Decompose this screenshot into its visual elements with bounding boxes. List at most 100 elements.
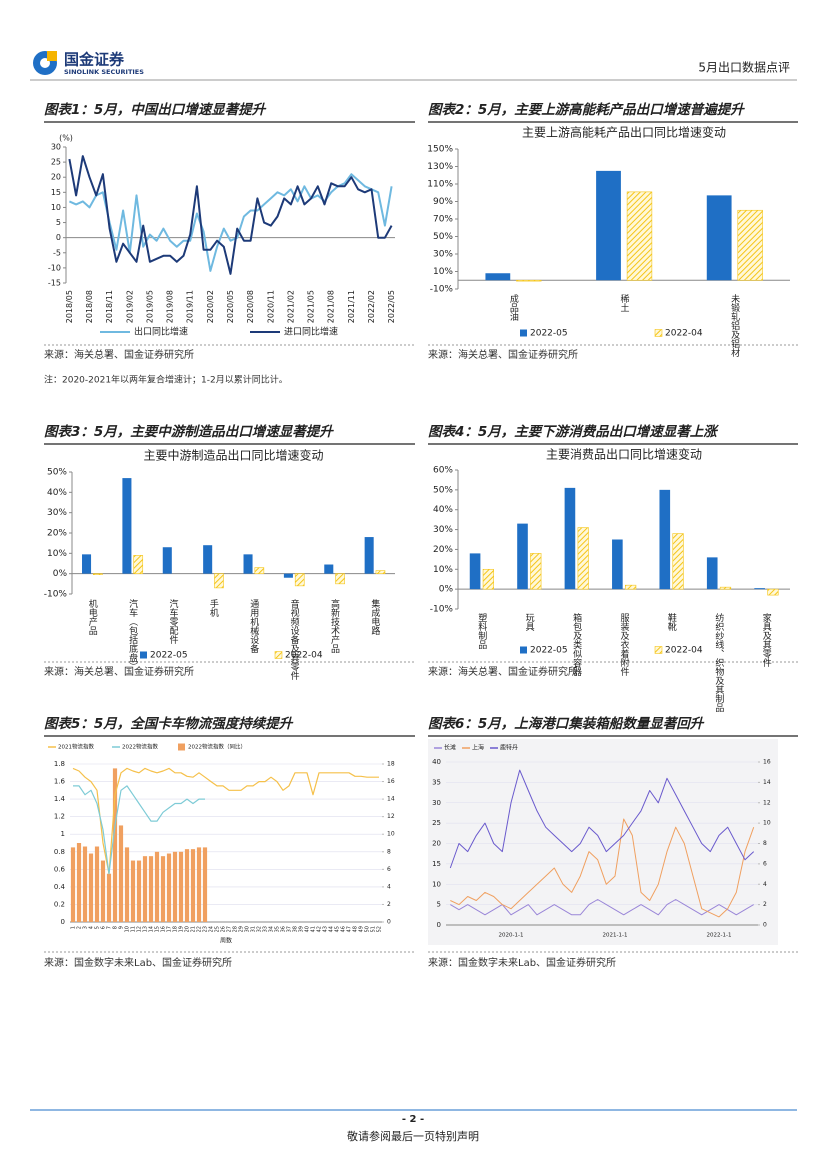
x-tick-label: 7 [107, 926, 113, 929]
y-tick-label: 40 [432, 758, 441, 766]
x-tick-label: 玩具 [524, 613, 535, 632]
x-tick-label: 42 [317, 926, 323, 932]
legend-label: 2022物流指数（同比） [188, 743, 246, 751]
brand-en: SINOLINK SECURITIES [64, 68, 144, 76]
y-tick-label: 1.8 [54, 760, 65, 768]
bar [485, 273, 511, 281]
y-tick-label: 70% [433, 215, 453, 225]
x-axis-label: 周数 [220, 937, 232, 945]
bar [94, 846, 100, 922]
x-tick-label: 2018/05 [65, 290, 74, 323]
y-tick-label: 0% [439, 585, 454, 595]
y-tick-label: 30 [51, 143, 61, 152]
bar [202, 847, 208, 922]
x-tick-label: 13 [143, 926, 149, 932]
bar [254, 567, 265, 574]
bar [243, 554, 253, 574]
x-tick-label: 27 [227, 926, 233, 932]
line [450, 818, 755, 918]
legend-item: 2022-04 [274, 651, 323, 661]
x-tick-label: 34 [269, 926, 275, 932]
x-tick-label: 1 [71, 926, 77, 929]
x-tick-label: 纺织纱线、织物及其制品 [713, 612, 724, 713]
chart: 主要消费品出口同比增速变动 -10% 0% 10% 20% 30% 40% 50% 60% 塑料制… [430, 447, 790, 713]
x-tick-label: 41 [311, 926, 317, 932]
y2-tick-label: 4 [387, 883, 391, 890]
y2-tick-label: 2 [387, 901, 391, 908]
x-tick-label: 2021/08 [327, 290, 336, 323]
y-tick-label: 15 [51, 188, 61, 197]
x-tick-label: 塑料制品 [476, 613, 487, 650]
y-tick-label: 0 [56, 233, 61, 242]
y-tick-label: -15 [48, 279, 61, 288]
bar [106, 873, 112, 922]
bar [154, 851, 160, 922]
x-tick-label: 20 [185, 926, 191, 932]
y-tick-label: -10% [430, 285, 454, 295]
chart: -15 -10 -5 0 5 10 15 20 25 30 2018/05 2018/08 2018/1… [48, 134, 396, 338]
figure-source: 来源：海关总署、国金证券研究所 [44, 665, 194, 678]
y-tick-label: 30% [433, 525, 453, 535]
x-tick-label: 2021/05 [307, 290, 316, 323]
x-tick-label: 36 [281, 926, 287, 932]
legend-label: 2022-04 [665, 646, 703, 656]
y-tick-label: 110% [427, 180, 453, 190]
legend-item: 2022-05 [520, 646, 568, 656]
y2-tick-label: 4 [763, 881, 767, 888]
line [73, 785, 205, 875]
y2-tick-label: 8 [763, 840, 767, 847]
x-tick-label: 6 [101, 926, 107, 929]
x-tick-label: 49 [359, 926, 365, 932]
bar [324, 564, 334, 574]
legend-item: 2022-05 [140, 651, 188, 661]
y2-tick-label: 16 [387, 778, 395, 785]
x-tick-label: 38 [293, 926, 299, 932]
chart-title: 主要上游高能耗产品出口同比增速变动 [522, 125, 726, 140]
x-tick-label: 10 [125, 926, 131, 932]
bar [706, 557, 718, 590]
x-tick-label: 2020-1-1 [499, 933, 524, 939]
line [68, 155, 393, 275]
bar [754, 588, 765, 590]
legend-label: 鹿特丹 [500, 744, 518, 752]
x-tick-label: 机电产品 [87, 598, 98, 636]
x-tick-label: 18 [173, 926, 179, 932]
x-tick-label: 3 [83, 926, 89, 929]
figure-source: 来源：海关总署、国金证券研究所 [428, 665, 578, 678]
bar [82, 846, 88, 922]
y-tick-label: 90% [433, 197, 453, 207]
y2-tick-label: 6 [387, 866, 391, 873]
bar [203, 545, 213, 574]
x-tick-label: 11 [131, 926, 137, 932]
y-tick-label: 35 [432, 778, 441, 786]
line [449, 769, 755, 869]
bar [93, 573, 103, 575]
x-tick-label: 通用机械设备 [248, 599, 259, 653]
x-tick-label: 37 [287, 926, 293, 932]
legend-label: 上海 [472, 744, 484, 752]
y2-tick-label: 10 [387, 831, 395, 838]
legend-swatch [140, 651, 147, 659]
figure-source: 来源：海关总署、国金证券研究所 [44, 348, 194, 361]
bar [564, 487, 576, 590]
x-tick-label: 2021/02 [286, 290, 295, 323]
x-tick-label: 25 [215, 926, 221, 932]
bar [190, 849, 196, 922]
legend-swatch [654, 646, 663, 654]
x-tick-label: 2022-1-1 [707, 933, 732, 939]
figure-title: 图表4：5月，主要下游消费品出口增速显著上涨 [428, 424, 719, 440]
y-tick-label: 10% [433, 565, 453, 575]
x-tick-label: 2020/02 [206, 290, 215, 323]
y-tick-label: 10 [432, 880, 441, 888]
y2-tick-label: 2 [763, 901, 767, 908]
legend-label: 2022-05 [530, 329, 568, 339]
x-tick-label: 5 [95, 926, 101, 929]
bar [596, 170, 621, 281]
brand: 国金证券 [64, 51, 125, 69]
bar [659, 489, 671, 590]
figure-title: 图表2：5月，主要上游高能耗产品出口增速普遍提升 [428, 102, 745, 118]
y-tick-label: 50% [433, 485, 453, 495]
x-tick-label: 19 [179, 926, 185, 932]
legend-label: 出口同比增速 [134, 326, 188, 338]
bar [112, 768, 118, 922]
